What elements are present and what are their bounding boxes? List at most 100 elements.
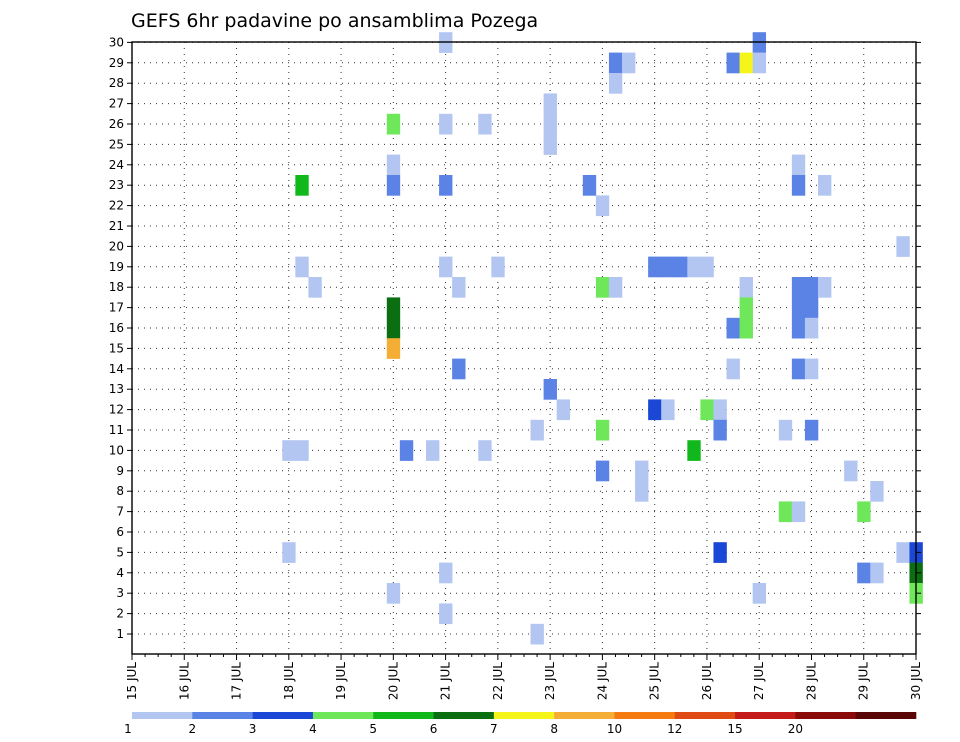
precip-cell	[726, 358, 740, 380]
y-tick-label: 12	[109, 403, 124, 417]
precip-cell	[543, 93, 557, 115]
precip-cell	[804, 277, 819, 298]
legend-swatch	[373, 712, 434, 719]
precip-cell	[739, 297, 753, 319]
x-tick-label: 18 JUL	[282, 662, 296, 700]
precip-cell	[739, 277, 753, 298]
precip-cell	[478, 113, 492, 135]
precip-cell	[739, 317, 753, 339]
y-tick-label: 7	[116, 505, 124, 519]
y-tick-label: 20	[109, 239, 124, 253]
precip-cell	[739, 52, 753, 74]
precip-cell	[439, 562, 453, 584]
precip-cell	[791, 317, 806, 339]
color-legend: 1 2 3 4 5 6 7 8 10 12 15 20	[124, 712, 917, 736]
legend-label: 3	[249, 722, 257, 736]
precip-cell	[595, 460, 610, 482]
y-axis: 1234567891011121314151617181920212223242…	[109, 35, 921, 641]
x-tick-label: 22 JUL	[491, 662, 505, 700]
y-tick-label: 24	[109, 158, 124, 172]
precip-cell	[700, 256, 714, 278]
y-tick-label: 30	[109, 35, 124, 49]
precip-cell	[439, 603, 453, 625]
precip-cell	[726, 317, 740, 339]
precip-cell	[661, 256, 675, 278]
precip-cell	[648, 399, 662, 421]
precip-cell	[791, 154, 806, 176]
y-tick-label: 13	[109, 382, 124, 396]
y-tick-label: 23	[109, 178, 124, 192]
y-tick-label: 28	[109, 76, 124, 90]
y-tick-label: 4	[116, 566, 124, 580]
precip-cell	[713, 419, 727, 441]
precip-cell	[386, 583, 401, 604]
precip-cell	[282, 542, 296, 563]
x-tick-label: 28 JUL	[804, 662, 818, 700]
y-tick-label: 6	[116, 525, 124, 539]
precip-cell	[791, 358, 806, 380]
precip-cell	[713, 542, 727, 563]
y-tick-label: 18	[109, 280, 124, 294]
precip-cell	[726, 52, 740, 74]
y-tick-label: 16	[109, 321, 124, 335]
precip-cell	[295, 440, 309, 461]
x-tick-label: 21 JUL	[439, 662, 453, 700]
precip-cell	[635, 460, 649, 482]
y-tick-label: 11	[109, 423, 124, 437]
legend-swatch	[735, 712, 796, 719]
precip-cell	[791, 277, 806, 298]
x-axis: 15 JUL 16 JUL 17 JUL 18 JUL 19 JUL 20 JUL 21 J…	[125, 654, 923, 700]
precip-cell	[452, 358, 466, 380]
y-tick-label: 22	[109, 199, 124, 213]
legend-swatch	[192, 712, 253, 719]
y-tick-label: 9	[116, 464, 124, 478]
x-tick-label: 30 JUL	[909, 662, 923, 700]
y-tick-label: 14	[109, 362, 124, 376]
precip-cell	[439, 113, 453, 135]
precip-cell	[896, 542, 910, 563]
precip-cell	[804, 317, 819, 339]
precip-cell	[687, 256, 701, 278]
precip-cell	[386, 338, 401, 359]
y-tick-label: 5	[116, 545, 124, 559]
x-tick-label: 25 JUL	[648, 662, 662, 700]
y-tick-label: 1	[116, 627, 124, 641]
precip-cell	[608, 73, 623, 94]
x-tick-label: 24 JUL	[595, 662, 609, 700]
legend-label: 2	[188, 722, 196, 736]
precip-cell	[439, 256, 453, 278]
y-tick-label: 10	[109, 443, 124, 457]
legend-swatch	[554, 712, 615, 719]
precip-cell	[791, 297, 806, 319]
legend-label: 5	[369, 722, 377, 736]
precip-cell	[556, 399, 571, 421]
precip-cell	[896, 236, 910, 257]
legend-swatch	[795, 712, 856, 719]
precip-cell	[635, 481, 649, 502]
precip-cell	[818, 277, 832, 298]
legend-swatch	[614, 712, 676, 719]
x-tick-label: 23 JUL	[543, 662, 557, 700]
legend-label: 8	[550, 722, 558, 736]
y-tick-label: 29	[109, 56, 124, 70]
y-tick-label: 26	[109, 117, 124, 131]
legend-label: 6	[430, 722, 438, 736]
grid-lines	[132, 41, 916, 654]
precip-cell	[687, 440, 701, 461]
x-tick-label: 27 JUL	[752, 662, 766, 700]
precip-cell	[308, 277, 322, 298]
y-tick-label: 19	[109, 260, 124, 274]
precip-cell	[386, 297, 401, 319]
precip-cell	[386, 154, 401, 176]
precip-cell	[491, 256, 505, 278]
x-tick-label: 26 JUL	[700, 662, 714, 700]
precip-cell	[791, 175, 806, 196]
precip-cell	[844, 460, 858, 482]
chart-title: GEFS 6hr padavine po ansamblima Pozega	[131, 10, 538, 32]
precip-cell	[543, 134, 557, 155]
legend-swatch	[674, 712, 736, 719]
precip-cell	[804, 358, 819, 380]
precip-cell	[713, 399, 727, 421]
precip-cell	[543, 113, 557, 135]
legend-label: 15	[727, 722, 742, 736]
